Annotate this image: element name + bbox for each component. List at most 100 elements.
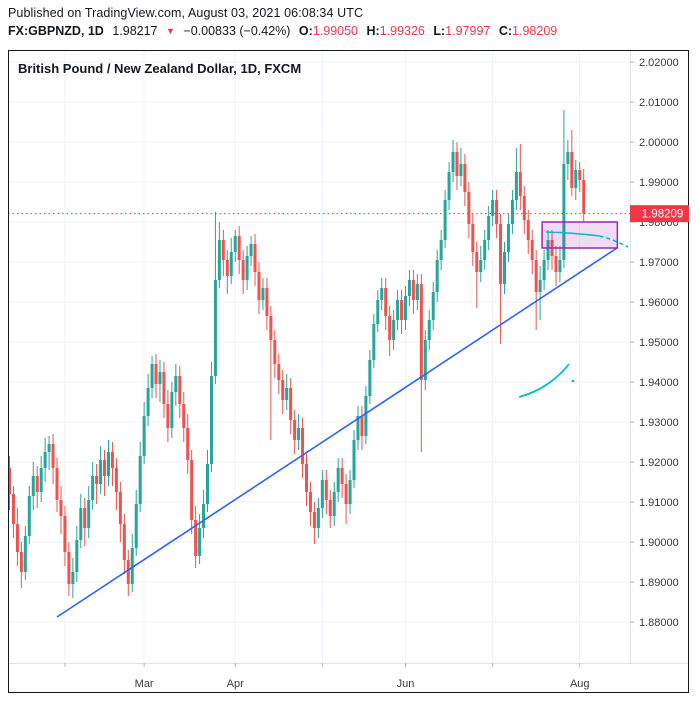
candle [407, 270, 411, 306]
candle [566, 140, 570, 180]
candle [15, 508, 19, 566]
candle [447, 162, 451, 210]
high-value: 1.99326 [379, 24, 425, 38]
zone-rect[interactable] [541, 221, 619, 249]
arc-curve[interactable] [518, 363, 570, 398]
candle [495, 190, 499, 238]
candle [11, 486, 15, 538]
price-tick-label: 2.00000 [639, 137, 679, 149]
high-stat: H:1.99326 [366, 24, 424, 38]
candle [483, 230, 487, 270]
candle [47, 436, 51, 470]
candle [209, 362, 213, 472]
candle [534, 250, 538, 330]
close-label: C: [498, 24, 513, 38]
candle [487, 206, 491, 250]
candle [499, 214, 503, 344]
candle [332, 482, 336, 526]
candle [308, 482, 312, 526]
published-line: Published on TradingView.com, August 03,… [8, 6, 364, 20]
candle [372, 314, 376, 368]
candle [19, 542, 23, 588]
candle [55, 458, 59, 512]
candle [103, 450, 107, 496]
candle [348, 470, 352, 514]
price-tick-label: 2.01000 [639, 97, 679, 109]
candle [158, 360, 162, 402]
candle [467, 182, 471, 238]
candle [289, 378, 293, 434]
candle [27, 486, 31, 544]
price-tick-label: 1.91000 [639, 497, 679, 509]
candle [110, 442, 114, 486]
close-value: 1.98209 [512, 24, 558, 38]
candle [71, 558, 75, 598]
candle [83, 498, 87, 546]
candle [253, 234, 257, 286]
candle [475, 242, 479, 308]
candle [249, 236, 253, 266]
candle [360, 406, 364, 450]
price-tick-label: 1.97000 [639, 257, 679, 269]
candle [138, 442, 142, 512]
open-label: O: [298, 24, 313, 38]
candle [91, 462, 95, 510]
candle [217, 222, 221, 288]
candle [281, 370, 285, 414]
candle [546, 230, 550, 270]
candle [411, 270, 415, 314]
candle [206, 450, 209, 512]
candle [427, 310, 431, 350]
candle [261, 278, 265, 310]
price-tick-label: 1.89000 [639, 577, 679, 589]
candle [241, 250, 245, 294]
candle [174, 364, 178, 406]
candle [324, 470, 328, 514]
symbol-name[interactable]: FX:GBPNZD, 1D [8, 24, 104, 38]
time-tick-label: Aug [570, 678, 590, 690]
candle [35, 466, 39, 508]
candle [126, 550, 130, 596]
price-axis[interactable]: 2.020002.010002.000001.990001.980001.970… [630, 57, 689, 629]
candle [225, 250, 229, 294]
candle [277, 354, 281, 394]
candle [582, 168, 586, 223]
candle [285, 374, 289, 410]
candle [396, 290, 400, 330]
trendline[interactable] [56, 247, 618, 618]
rectangle-zone[interactable] [541, 221, 619, 249]
time-axis[interactable]: Mar Apr Jun Aug [64, 663, 590, 690]
close-stat: C:1.98209 [499, 24, 557, 38]
curve-annotations[interactable] [518, 231, 629, 398]
candle [431, 282, 435, 330]
candle [400, 290, 404, 334]
candle [59, 486, 63, 534]
candle [344, 474, 348, 524]
candle [23, 526, 27, 580]
price-tick-label: 1.90000 [639, 537, 679, 549]
flat-curve-dashed[interactable] [599, 235, 629, 248]
candle [182, 392, 186, 442]
candle [554, 246, 558, 286]
candle [67, 542, 71, 596]
candle [154, 354, 158, 398]
candle [439, 230, 443, 270]
candle [522, 186, 526, 234]
price-line-label[interactable] [630, 205, 689, 223]
time-tick-label: Jun [397, 678, 415, 690]
time-tick-label: Mar [135, 678, 154, 690]
horizontal-gridlines [8, 61, 630, 623]
candle [336, 458, 340, 502]
candle [316, 498, 320, 538]
candle [328, 490, 332, 528]
candle [506, 214, 510, 262]
price-tick-label: 1.94000 [639, 377, 679, 389]
candle [51, 434, 55, 484]
candle [526, 210, 530, 254]
candle [503, 242, 506, 294]
flat-curve-solid[interactable] [546, 231, 600, 237]
open-stat: O:1.99050 [299, 24, 358, 38]
price-tick-label: 1.88000 [639, 617, 679, 629]
candle [134, 490, 138, 556]
